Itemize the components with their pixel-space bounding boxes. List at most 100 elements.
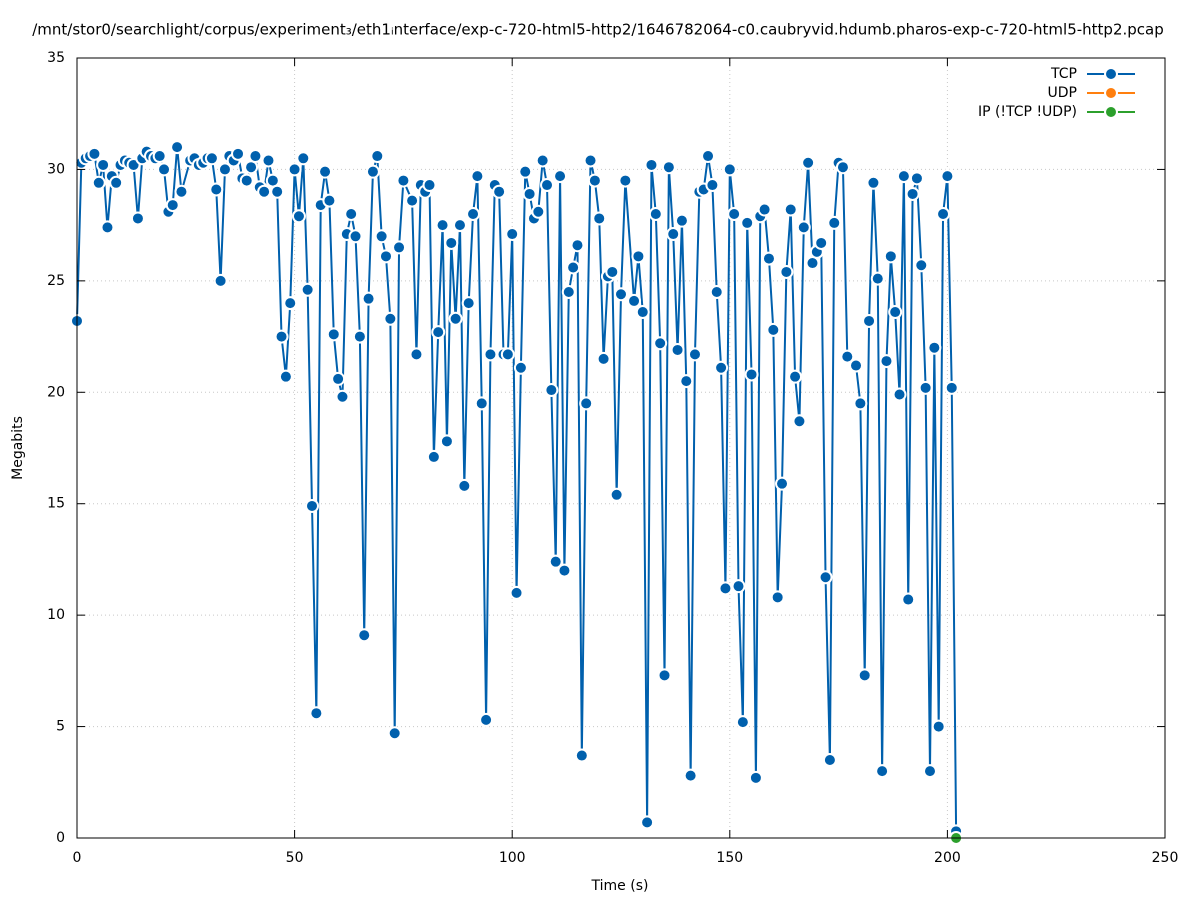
data-point — [305, 498, 320, 513]
data-point — [348, 229, 363, 244]
data-point — [518, 164, 533, 179]
data-point — [457, 478, 472, 493]
data-point — [483, 347, 498, 362]
data-point — [335, 389, 350, 404]
legend-marker — [1104, 67, 1118, 81]
data-point — [687, 347, 702, 362]
data-point — [383, 311, 398, 326]
data-point — [291, 209, 306, 224]
data-point — [683, 768, 698, 783]
legend-marker — [1104, 86, 1118, 100]
plot-frame — [76, 57, 1166, 839]
data-point — [770, 590, 785, 605]
data-point — [570, 238, 585, 253]
data-point — [300, 282, 315, 297]
data-point — [679, 374, 694, 389]
data-point — [944, 380, 959, 395]
data-point — [901, 592, 916, 607]
data-point — [361, 291, 376, 306]
data-point — [936, 207, 951, 221]
data-point — [779, 264, 794, 279]
data-point — [862, 313, 877, 328]
data-point — [731, 579, 746, 594]
data-point — [522, 186, 537, 201]
data-point — [605, 264, 620, 279]
data-point — [344, 207, 359, 221]
data-point — [735, 715, 750, 730]
data-point — [91, 175, 106, 190]
data-point — [274, 329, 289, 344]
data-point — [261, 153, 276, 168]
data-point — [248, 149, 263, 164]
data-point — [705, 178, 720, 193]
legend-label: TCP — [1050, 66, 1077, 82]
data-point — [217, 162, 232, 177]
data-point — [727, 207, 742, 221]
data-point — [827, 215, 842, 230]
data-point — [170, 140, 185, 155]
data-point — [322, 193, 337, 208]
y-tick-label: 25 — [47, 273, 65, 289]
data-point — [431, 325, 446, 340]
data-point — [426, 449, 441, 464]
data-point — [866, 175, 881, 190]
data-point — [788, 369, 803, 384]
data-point — [452, 218, 467, 233]
plot-area — [70, 140, 964, 845]
y-tick-label: 5 — [56, 719, 65, 735]
data-point — [857, 668, 872, 683]
data-point — [209, 182, 224, 197]
x-tick-label: 100 — [499, 850, 526, 866]
data-point — [566, 260, 581, 275]
data-point — [557, 563, 572, 578]
data-point — [87, 146, 102, 161]
data-point — [553, 169, 568, 184]
data-point — [614, 287, 628, 302]
legend-label: UDP — [1048, 85, 1077, 101]
y-axis-label: Megabits — [10, 416, 26, 480]
data-point — [879, 354, 894, 369]
data-point — [892, 387, 907, 402]
data-point — [761, 251, 776, 266]
data-point — [357, 628, 372, 643]
data-point — [922, 764, 937, 779]
y-tick-label: 35 — [47, 50, 65, 66]
data-point — [466, 207, 481, 221]
data-point — [278, 369, 293, 384]
data-point — [405, 193, 420, 208]
data-point — [896, 169, 911, 184]
data-point — [100, 220, 115, 235]
data-point — [587, 173, 602, 188]
data-point — [318, 164, 333, 179]
data-point — [822, 753, 837, 767]
data-point — [883, 249, 898, 264]
data-point — [509, 585, 524, 600]
data-point — [531, 204, 546, 219]
data-point — [204, 151, 219, 166]
data-point — [653, 336, 668, 351]
x-tick-label: 50 — [286, 850, 304, 866]
data-point — [540, 178, 555, 193]
data-point — [309, 706, 324, 721]
data-point — [561, 285, 576, 299]
data-point — [396, 173, 411, 188]
data-point — [627, 293, 642, 308]
data-point — [296, 151, 311, 166]
data-point — [766, 322, 781, 337]
data-point — [875, 764, 890, 779]
data-point — [840, 349, 855, 364]
data-point — [579, 396, 594, 411]
data-point — [801, 155, 816, 170]
y-tick-label: 20 — [47, 384, 65, 400]
data-point — [387, 726, 402, 741]
data-point — [474, 396, 489, 411]
data-point — [818, 570, 833, 585]
data-point — [740, 215, 755, 230]
data-point — [130, 211, 145, 226]
data-point — [283, 296, 298, 311]
data-point — [718, 581, 733, 596]
data-point — [914, 258, 929, 273]
data-point — [257, 184, 272, 199]
data-point — [744, 367, 759, 382]
